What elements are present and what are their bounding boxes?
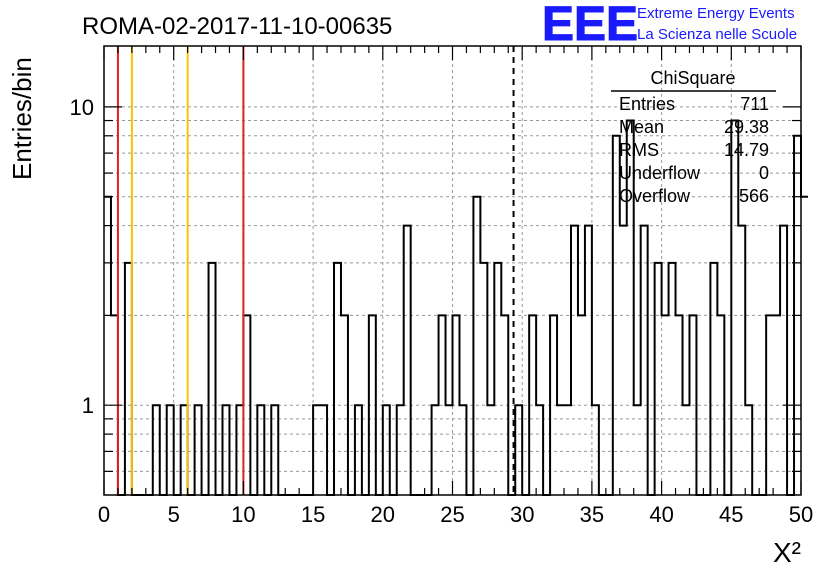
stats-value-mean: 29.38 — [724, 117, 769, 137]
x-tick-label: 10 — [231, 502, 255, 527]
histogram-bin — [480, 263, 487, 495]
eee-logo-mark: EEE — [542, 0, 638, 51]
histogram-bin — [432, 405, 439, 495]
histogram-bin — [689, 315, 696, 495]
x-axis-label: X² — [773, 537, 801, 568]
histogram-bin — [766, 315, 773, 495]
histogram-bin — [334, 263, 341, 495]
histogram-bin — [257, 405, 264, 495]
histogram-bin — [473, 197, 480, 495]
chart-title: ROMA-02-2017-11-10-00635 — [82, 13, 392, 40]
histogram-bin — [515, 405, 522, 495]
histogram-bin — [243, 315, 250, 495]
stats-box: ChiSquare Entries 711 Mean 29.38 RMS 14.… — [611, 68, 776, 206]
histogram-bin — [341, 315, 348, 495]
histogram-bin — [439, 315, 446, 495]
stats-value-rms: 14.79 — [724, 140, 769, 160]
x-tick-label: 20 — [371, 502, 395, 527]
histogram-bin — [585, 226, 592, 495]
x-tick-label: 30 — [510, 502, 534, 527]
histogram-bin — [369, 315, 376, 495]
histogram-bin — [125, 263, 132, 495]
histogram-series — [104, 119, 808, 496]
histogram-bin — [578, 315, 585, 495]
histogram-bin — [683, 405, 690, 495]
histogram-bin — [550, 315, 557, 495]
histogram-bin — [494, 263, 501, 495]
y-axis-label: Entries/bin — [7, 57, 37, 180]
histogram-bin — [459, 405, 466, 495]
histogram-bin — [801, 197, 808, 495]
histogram-bin — [355, 405, 362, 495]
histogram-bin — [453, 315, 460, 495]
tick-labels: 0 5 10 15 20 25 30 35 40 45 50 1 10 — [70, 95, 814, 527]
reference-lines — [116, 46, 515, 495]
stats-value-underflow: 0 — [759, 163, 769, 183]
x-tick-label: 5 — [168, 502, 180, 527]
x-tick-label: 50 — [789, 502, 813, 527]
histogram-bin — [676, 315, 683, 495]
y-tick-label: 10 — [70, 95, 94, 120]
stats-label-overflow: Overflow — [619, 186, 691, 206]
histogram-bin — [104, 197, 111, 495]
histogram-bin — [195, 405, 202, 495]
histogram-bin — [446, 405, 453, 495]
histogram-bin — [641, 226, 648, 495]
histogram-bin — [773, 315, 780, 495]
y-tick-label: 1 — [82, 393, 94, 418]
stats-label-mean: Mean — [619, 117, 664, 137]
histogram-bin — [780, 226, 787, 495]
histogram-bin — [313, 405, 320, 495]
x-tick-label: 45 — [719, 502, 743, 527]
histogram-bin — [487, 405, 494, 495]
histogram-bin — [669, 263, 676, 495]
histogram-bin — [536, 405, 543, 495]
histogram-bin — [167, 405, 174, 495]
histogram-bin — [236, 405, 243, 495]
histogram — [104, 119, 808, 496]
eee-logo: EEE Extreme Energy Events La Scienza nel… — [542, 0, 798, 52]
axis-ticks — [103, 46, 802, 495]
histogram-bin — [634, 405, 641, 495]
histogram-bin — [404, 226, 411, 495]
histogram-bin — [153, 405, 160, 495]
histogram-bin — [655, 263, 662, 495]
histogram-bin — [222, 405, 229, 495]
histogram-bin — [320, 405, 327, 495]
histogram-bin — [717, 315, 724, 495]
stats-value-overflow: 566 — [739, 186, 769, 206]
histogram-bin — [571, 226, 578, 495]
histogram-bin — [529, 315, 536, 495]
histogram-bin — [731, 121, 738, 495]
histogram-bin — [592, 405, 599, 495]
histogram-bin — [383, 405, 390, 495]
stats-label-underflow: Underflow — [619, 163, 701, 183]
x-tick-label: 25 — [440, 502, 464, 527]
x-tick-label: 35 — [580, 502, 604, 527]
x-tick-label: 15 — [301, 502, 325, 527]
stats-label-rms: RMS — [619, 140, 659, 160]
histogram-bin — [557, 405, 564, 495]
histogram-bin — [620, 226, 627, 495]
stats-value-entries: 711 — [740, 94, 769, 114]
eee-logo-line1: Extreme Energy Events — [637, 5, 795, 22]
histogram-bin — [745, 405, 752, 495]
histogram-bin — [738, 226, 745, 495]
histogram-bin — [564, 405, 571, 495]
stats-label-entries: Entries — [619, 94, 675, 114]
eee-logo-line2: La Scienza nelle Scuole — [637, 26, 797, 43]
histogram-bin — [209, 263, 216, 495]
histogram-bin — [662, 315, 669, 495]
histogram-bin — [397, 405, 404, 495]
histogram-bin — [501, 315, 508, 495]
histogram-bin — [181, 405, 188, 495]
histogram-bin — [710, 263, 717, 495]
x-tick-label: 0 — [98, 502, 110, 527]
x-tick-label: 40 — [649, 502, 673, 527]
stats-title: ChiSquare — [650, 68, 735, 88]
histogram-bin — [271, 405, 278, 495]
